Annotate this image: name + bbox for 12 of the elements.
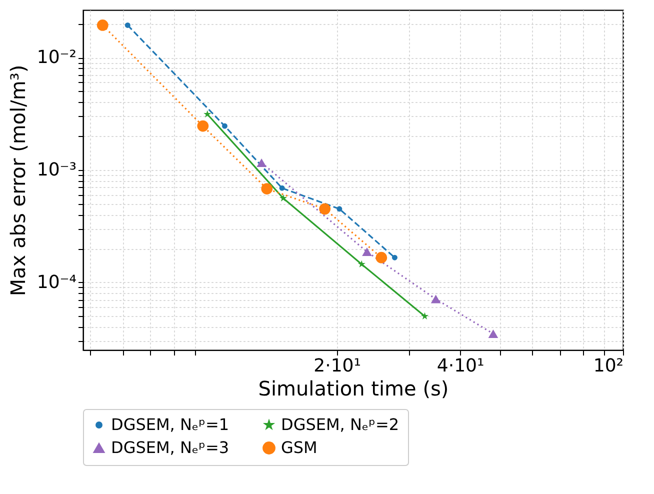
x-tick-label: 2·10¹ bbox=[314, 356, 361, 376]
y-tick-label: 10⁻³ bbox=[36, 159, 76, 180]
y-tick-label: 10⁻⁴ bbox=[36, 272, 76, 293]
x-tick-label: 10² bbox=[593, 356, 624, 376]
legend-label: GSM bbox=[281, 438, 318, 457]
y-tick-label: 10⁻² bbox=[36, 47, 76, 68]
x-tick-label: 4·10¹ bbox=[436, 356, 484, 376]
legend-label: DGSEM, Nₑᵖ=1 bbox=[111, 415, 230, 434]
x-axis-title: Simulation time (s) bbox=[258, 376, 449, 400]
legend-label: DGSEM, Nₑᵖ=3 bbox=[111, 438, 230, 457]
y-axis-title: Max abs error (mol/m³) bbox=[6, 64, 30, 296]
legend-label: DGSEM, Nₑᵖ=2 bbox=[281, 415, 400, 434]
